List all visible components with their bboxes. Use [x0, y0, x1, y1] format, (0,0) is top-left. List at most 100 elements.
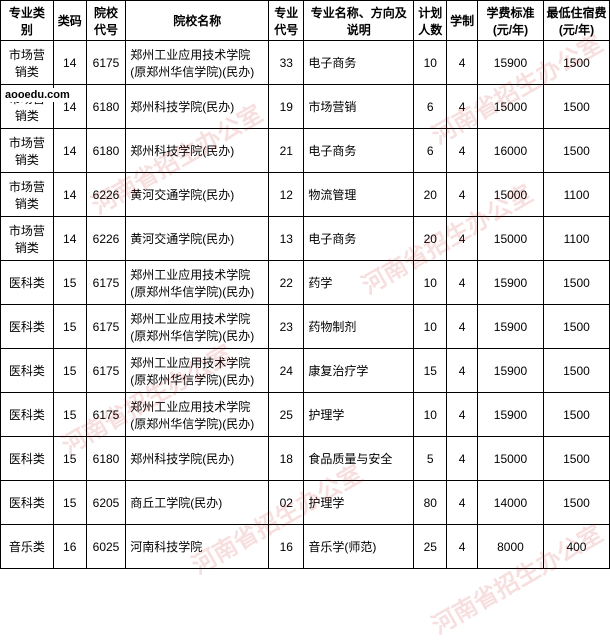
- col-header: 专业类别: [1, 1, 54, 41]
- table-row: 医科类156205商丘工学院(民办)02护理学804140001500: [1, 481, 610, 525]
- table-cell: 4: [447, 349, 478, 393]
- table-cell: 16: [269, 525, 304, 569]
- table-cell: 电子商务: [304, 217, 414, 261]
- table-cell: 6226: [86, 217, 126, 261]
- table-cell: 15000: [478, 437, 544, 481]
- table-cell: 市场营销: [304, 85, 414, 129]
- table-cell: 15900: [478, 349, 544, 393]
- table-cell: 16000: [478, 129, 544, 173]
- table-cell: 1500: [543, 437, 609, 481]
- table-cell: 14: [53, 173, 86, 217]
- col-header: 专业代号: [269, 1, 304, 41]
- table-cell: 电子商务: [304, 41, 414, 85]
- table-cell: 郑州工业应用技术学院(原郑州华信学院)(民办): [126, 393, 269, 437]
- table-cell: 18: [269, 437, 304, 481]
- table-cell: 23: [269, 305, 304, 349]
- table-cell: 15900: [478, 393, 544, 437]
- table-cell: 15: [53, 393, 86, 437]
- table-cell: 郑州工业应用技术学院(原郑州华信学院)(民办): [126, 349, 269, 393]
- table-cell: 商丘工学院(民办): [126, 481, 269, 525]
- data-table: 专业类别 类码 院校代号 院校名称 专业代号 专业名称、方向及说明 计划人数 学…: [0, 0, 610, 569]
- table-cell: 4: [447, 525, 478, 569]
- table-cell: 21: [269, 129, 304, 173]
- table-cell: 4: [447, 305, 478, 349]
- table-cell: 医科类: [1, 305, 54, 349]
- table-cell: 15900: [478, 261, 544, 305]
- table-cell: 护理学: [304, 393, 414, 437]
- table-cell: 14: [53, 129, 86, 173]
- table-row: 医科类156180郑州科技学院(民办)18食品质量与安全54150001500: [1, 437, 610, 481]
- table-cell: 1500: [543, 481, 609, 525]
- table-cell: 1100: [543, 217, 609, 261]
- col-header: 最低住宿费(元/年): [543, 1, 609, 41]
- table-cell: 10: [414, 261, 447, 305]
- table-cell: 14: [53, 41, 86, 85]
- table-row: 医科类156175郑州工业应用技术学院(原郑州华信学院)(民办)25护理学104…: [1, 393, 610, 437]
- table-cell: 1500: [543, 85, 609, 129]
- table-cell: 19: [269, 85, 304, 129]
- table-cell: 医科类: [1, 437, 54, 481]
- table-cell: 15: [53, 349, 86, 393]
- table-cell: 15000: [478, 85, 544, 129]
- table-header-row: 专业类别 类码 院校代号 院校名称 专业代号 专业名称、方向及说明 计划人数 学…: [1, 1, 610, 41]
- table-cell: 黄河交通学院(民办): [126, 217, 269, 261]
- table-cell: 黄河交通学院(民办): [126, 173, 269, 217]
- col-header: 类码: [53, 1, 86, 41]
- table-cell: 4: [447, 481, 478, 525]
- table-row: 医科类156175郑州工业应用技术学院(原郑州华信学院)(民办)23药物制剂10…: [1, 305, 610, 349]
- col-header: 院校名称: [126, 1, 269, 41]
- table-cell: 1500: [543, 41, 609, 85]
- url-label: aooedu.com: [2, 88, 73, 102]
- table-cell: 20: [414, 217, 447, 261]
- table-cell: 5: [414, 437, 447, 481]
- table-cell: 郑州工业应用技术学院(原郑州华信学院)(民办): [126, 305, 269, 349]
- table-cell: 医科类: [1, 481, 54, 525]
- table-cell: 6175: [86, 41, 126, 85]
- table-cell: 15: [53, 305, 86, 349]
- table-cell: 药物制剂: [304, 305, 414, 349]
- table-cell: 康复治疗学: [304, 349, 414, 393]
- table-body: 市场营销类146175郑州工业应用技术学院(原郑州华信学院)(民办)33电子商务…: [1, 41, 610, 569]
- table-row: 医科类156175郑州工业应用技术学院(原郑州华信学院)(民办)24康复治疗学1…: [1, 349, 610, 393]
- table-cell: 6175: [86, 393, 126, 437]
- table-cell: 医科类: [1, 349, 54, 393]
- table-cell: 郑州科技学院(民办): [126, 437, 269, 481]
- col-header: 计划人数: [414, 1, 447, 41]
- table-cell: 15: [53, 261, 86, 305]
- table-cell: 15900: [478, 41, 544, 85]
- table-cell: 1500: [543, 305, 609, 349]
- table-cell: 400: [543, 525, 609, 569]
- col-header: 院校代号: [86, 1, 126, 41]
- table-cell: 1500: [543, 261, 609, 305]
- table-cell: 郑州科技学院(民办): [126, 85, 269, 129]
- table-cell: 10: [414, 305, 447, 349]
- table-cell: 10: [414, 393, 447, 437]
- table-cell: 电子商务: [304, 129, 414, 173]
- table-cell: 音乐学(师范): [304, 525, 414, 569]
- table-cell: 郑州工业应用技术学院(原郑州华信学院)(民办): [126, 41, 269, 85]
- table-cell: 14000: [478, 481, 544, 525]
- table-cell: 33: [269, 41, 304, 85]
- table-cell: 02: [269, 481, 304, 525]
- table-cell: 6025: [86, 525, 126, 569]
- table-cell: 郑州工业应用技术学院(原郑州华信学院)(民办): [126, 261, 269, 305]
- table-cell: 4: [447, 85, 478, 129]
- table-cell: 市场营销类: [1, 217, 54, 261]
- table-cell: 15000: [478, 217, 544, 261]
- table-row: 市场营销类146180郑州科技学院(民办)19市场营销64150001500: [1, 85, 610, 129]
- table-cell: 1100: [543, 173, 609, 217]
- table-cell: 市场营销类: [1, 41, 54, 85]
- table-cell: 15: [414, 349, 447, 393]
- table-cell: 4: [447, 437, 478, 481]
- table-cell: 10: [414, 41, 447, 85]
- table-cell: 15: [53, 437, 86, 481]
- table-cell: 河南科技学院: [126, 525, 269, 569]
- table-row: 音乐类166025河南科技学院16音乐学(师范)2548000400: [1, 525, 610, 569]
- table-cell: 25: [269, 393, 304, 437]
- table-cell: 4: [447, 261, 478, 305]
- table-cell: 音乐类: [1, 525, 54, 569]
- table-cell: 4: [447, 173, 478, 217]
- table-cell: 6180: [86, 129, 126, 173]
- table-cell: 4: [447, 393, 478, 437]
- table-cell: 郑州科技学院(民办): [126, 129, 269, 173]
